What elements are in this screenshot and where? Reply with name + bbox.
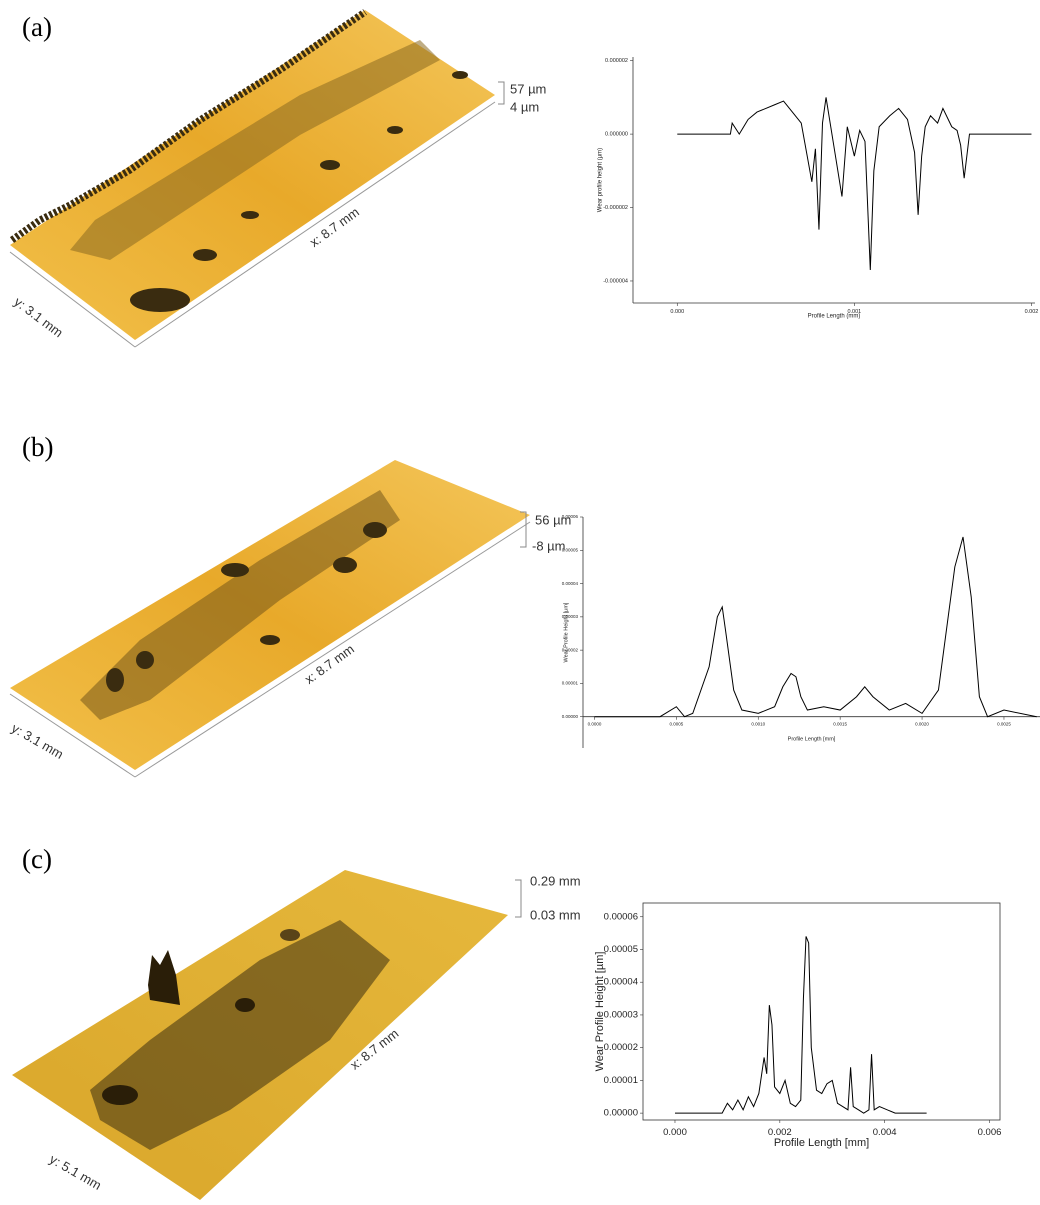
x-tick-label: 0.000 <box>670 309 684 315</box>
panel-label: (a) <box>22 12 52 42</box>
profile-line <box>594 536 1037 718</box>
y-tick-label: -0.000004 <box>603 278 628 284</box>
panel-label: (c) <box>22 844 52 874</box>
x-tick-label: 0.0005 <box>669 721 683 726</box>
x-tick-label: 0.000 <box>663 1127 687 1138</box>
z-max-label: 0.29 mm <box>530 873 581 888</box>
y-tick-label: 0.00005 <box>604 944 638 955</box>
profile-chart: 0.00000 0.00001 0.00002 0.00003 0.00004 0.000… <box>594 902 1002 1149</box>
y-tick-label: 0.00005 <box>562 547 579 552</box>
y-tick-label: 0.00001 <box>604 1075 638 1086</box>
y-tick-label: 0.00006 <box>604 911 638 922</box>
y-length-label: y: 3.1 mm <box>11 294 66 340</box>
y-tick-label: 0.00002 <box>562 647 579 652</box>
x-tick-label: 0.002 <box>768 1127 792 1138</box>
y-axis-label: Wear profile height (µm) <box>598 148 604 212</box>
y-tick-label: 0.00001 <box>562 681 579 686</box>
y-tick-label: 0.00003 <box>562 614 579 619</box>
x-tick-label: 0.0010 <box>751 721 765 726</box>
x-axis-label: Profile Length [mm] <box>774 1137 869 1149</box>
z-min-label: 4 µm <box>510 99 539 114</box>
y-tick-label: 0.00000 <box>604 1108 638 1119</box>
profile-line <box>677 97 1032 270</box>
profile-line <box>674 936 927 1114</box>
z-max-label: 57 µm <box>510 81 546 96</box>
y-tick-label: 0.00006 <box>562 514 579 519</box>
y-tick-label: 0.00004 <box>562 581 579 586</box>
surface-a <box>9 9 505 348</box>
panel-label: (b) <box>22 432 53 462</box>
plot-frame <box>642 902 1001 1121</box>
y-tick-label: 0.000000 <box>605 132 628 138</box>
x-tick-label: 0.0025 <box>997 721 1011 726</box>
x-tick-label: 0.0020 <box>915 721 929 726</box>
y-length-label: y: 3.1 mm <box>9 720 66 762</box>
z-min-label: 0.03 mm <box>530 907 581 922</box>
y-length-label: y: 5.1 mm <box>47 1151 104 1193</box>
y-tick-label: 0.00003 <box>604 1009 638 1020</box>
x-tick-label: 0.0015 <box>833 721 847 726</box>
x-axis-label: Profile Length [mm] <box>788 736 836 742</box>
surface-b <box>9 460 531 778</box>
x-tick-label: 0.001 <box>847 309 861 315</box>
z-min-label: -8 µm <box>532 538 566 553</box>
surface-c <box>12 870 522 1200</box>
y-tick-label: 0.000002 <box>605 58 628 64</box>
x-tick-label: 0.0000 <box>588 721 602 726</box>
z-max-label: 56 µm <box>535 512 571 527</box>
x-axis-label: Profile Length (mm) <box>808 314 861 320</box>
y-axis-label: Wear Profile Height [µm] <box>594 952 606 1072</box>
x-tick-label: 0.002 <box>1025 309 1039 315</box>
y-tick-label: 0.00004 <box>604 977 638 988</box>
x-tick-label: 0.006 <box>978 1127 1002 1138</box>
y-axis-label: Wear Profile Height [µm] <box>563 602 569 662</box>
y-tick-label: 0.00002 <box>604 1042 638 1053</box>
profile-chart: 0.000002 0.000000 -0.000002 -0.000004 0.000 0… <box>598 57 1039 320</box>
x-tick-label: 0.004 <box>873 1127 897 1138</box>
profile-chart: 0.00000 0.00001 0.00002 0.00003 0.00004 0.000… <box>562 514 1040 748</box>
y-tick-label: 0.00000 <box>562 714 579 719</box>
y-tick-label: -0.000002 <box>603 205 628 211</box>
